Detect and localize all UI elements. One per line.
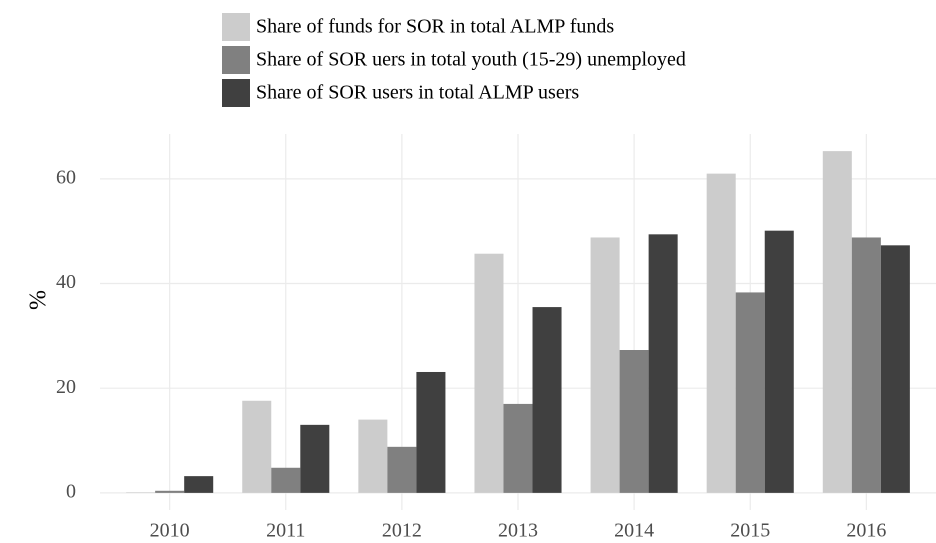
bar [880,245,910,493]
bar [851,237,881,493]
bar [822,151,852,493]
legend-swatch [222,46,250,74]
legend-swatch [222,79,250,107]
bar [126,492,156,493]
bar [706,173,736,493]
bar [416,371,446,493]
y-axis-label: % [26,290,52,310]
bar [387,446,417,493]
legend-label: Share of funds for SOR in total ALMP fun… [256,16,614,38]
x-tick-label: 2015 [730,520,770,542]
bar [503,403,533,493]
x-tick-label: 2012 [382,520,422,542]
bar [300,424,330,493]
bar [735,292,765,493]
legend-swatch [222,13,250,41]
x-tick-label: 2016 [846,520,886,542]
legend-label: Share of SOR users in total ALMP users [256,82,579,104]
bar [532,307,562,493]
bar [590,237,620,493]
y-tick-label: 60 [56,166,76,188]
bar [648,234,678,493]
x-tick-label: 2011 [266,520,305,542]
y-tick-label: 40 [56,271,76,293]
bar [184,476,214,493]
bar [358,419,388,493]
bar [242,400,272,493]
x-tick-label: 2010 [150,520,190,542]
bar [474,253,504,493]
bar [155,490,185,493]
y-tick-label: 0 [66,480,76,502]
legend-label: Share of SOR uers in total youth (15-29)… [256,49,686,71]
bar [619,350,649,493]
bar [764,230,794,493]
y-tick-label: 20 [56,376,76,398]
x-tick-label: 2013 [498,520,538,542]
bar [271,467,301,493]
x-tick-label: 2014 [614,520,654,542]
